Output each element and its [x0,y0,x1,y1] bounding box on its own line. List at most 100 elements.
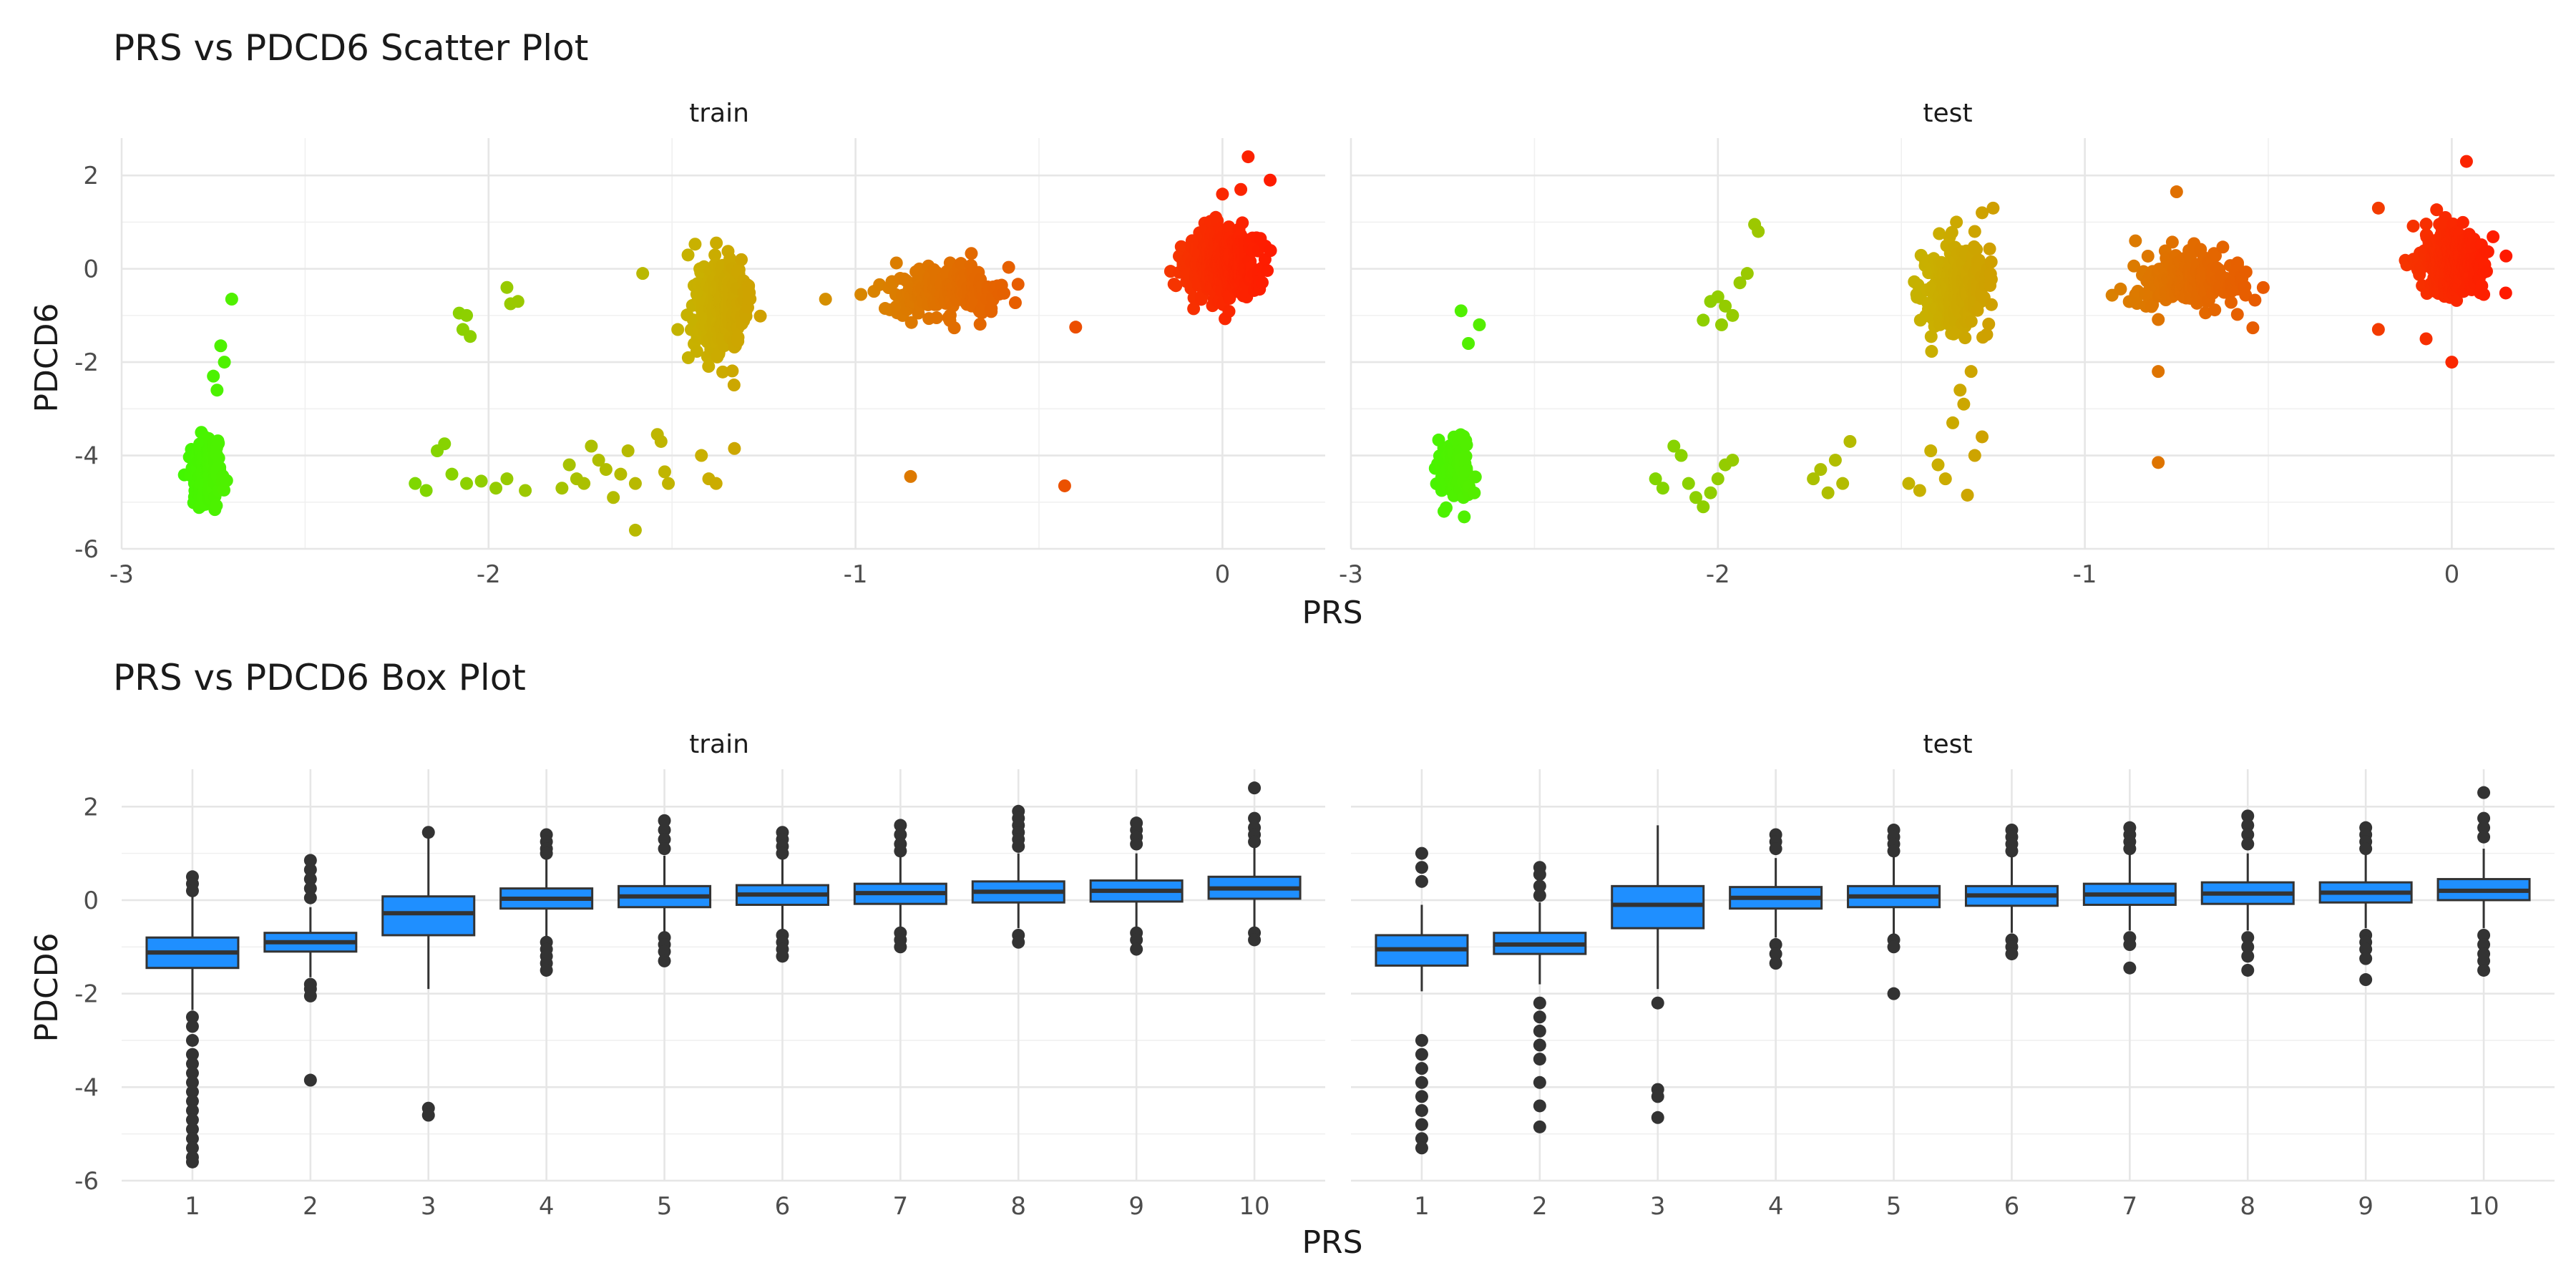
scatter-point [1714,318,1728,331]
scatter-point [2246,321,2260,335]
scatter-point [854,288,868,301]
scatter-point [1468,470,1482,484]
scatter-point [819,293,832,306]
scatter-point [225,293,238,306]
scatter-point [1216,187,1229,201]
scatter-panel-train: -6 -4 -2 0 2 -3 -2 -1 0 [74,138,1325,589]
outlier-point [2359,942,2373,956]
outlier-point [1533,879,1546,893]
outlier-point [894,844,907,858]
x-tick-label: 2 [303,1192,318,1221]
outlier-point [185,1123,199,1136]
scatter-point [735,253,748,266]
scatter-point [1968,449,1981,462]
scatter-point [555,482,569,495]
scatter-point [1984,298,1998,311]
scatter-point [1069,321,1083,334]
scatter-point [1836,477,1850,490]
x-tick-label: 6 [2004,1192,2020,1221]
outlier-point [185,1085,199,1098]
scatter-point [218,356,231,369]
outlier-point [2477,938,2491,952]
scatter-point [2114,282,2127,296]
outlier-point [1651,1090,1664,1103]
scatter-point [2256,280,2270,294]
outlier-point [658,842,671,856]
scatter-point [2459,155,2473,168]
outlier-point [1248,811,1262,825]
scatter-point [628,523,642,537]
x-tick-label: -3 [109,560,134,589]
scatter-point [1711,290,1724,303]
outlier-point [1415,1048,1428,1061]
scatter-point [474,474,488,488]
scatter-point [681,248,695,262]
scatter-point [1821,486,1835,499]
scatter-point [2170,185,2183,199]
scatter-point [1976,430,1989,444]
scatter-point [965,247,978,260]
scatter-point [1933,227,1946,240]
scatter-point [1697,500,1710,514]
scatter-point [2216,240,2230,254]
scatter-strip-test: test [1923,99,1972,128]
outlier-point [185,1132,199,1146]
outlier-point [1533,1010,1546,1024]
outlier-point [303,872,317,886]
scatter-point [1913,484,1926,497]
outlier-point [303,1073,317,1087]
y-tick-label: -6 [74,535,99,564]
scatter-point [1656,482,1669,495]
outlier-point [894,940,907,954]
outlier-point [2477,954,2491,967]
x-tick-label: 1 [1414,1192,1430,1221]
scatter-point [1982,317,1996,331]
x-tick-label: 3 [1650,1192,1666,1221]
scatter-point [1264,173,1277,187]
outlier-point [185,1048,199,1061]
scatter-point [1169,279,1183,293]
outlier-point [303,989,317,1002]
scatter-point [1187,302,1201,316]
x-tick-label: 9 [2358,1192,2373,1221]
outlier-point [1533,1075,1546,1089]
outlier-point [1533,889,1546,902]
outlier-point [1887,844,1901,858]
scatter-point [1980,328,1994,341]
scatter-point [1689,491,1703,504]
outlier-point [658,945,671,958]
scatter-point [671,323,685,336]
scatter-point [1970,243,1984,256]
scatter-point [489,482,503,495]
scatter-x-axis-label: PRS [1302,595,1362,631]
scatter-point [1236,216,1249,230]
x-tick-label: 0 [1215,560,1231,589]
scatter-point [702,360,716,374]
outlier-point [2123,938,2137,952]
scatter-point [2129,234,2142,248]
scatter-point [2152,456,2165,469]
scatter-point [1468,486,1481,499]
scatter-point [519,484,532,497]
scatter-point [954,257,967,270]
scatter-point [695,449,708,462]
x-tick-label: -1 [2073,560,2097,589]
scatter-point [1222,305,1236,318]
scatter-point [1925,345,1938,358]
scatter-point [1473,318,1486,331]
outlier-point [2123,842,2137,856]
scatter-point [1968,225,1981,238]
outlier-point [1012,935,1025,949]
scatter-point [2239,265,2253,279]
scatter-point [1234,182,1248,196]
scatter-point [1938,472,1952,486]
outlier-point [2359,842,2373,856]
scatter-point [726,364,739,378]
scatter-point [599,463,613,477]
outlier-point [2477,821,2491,834]
outlier-point [776,847,789,860]
y-tick-label: -2 [74,980,99,1009]
x-tick-label: 8 [1010,1192,1026,1221]
x-tick-label: 4 [539,1192,555,1221]
